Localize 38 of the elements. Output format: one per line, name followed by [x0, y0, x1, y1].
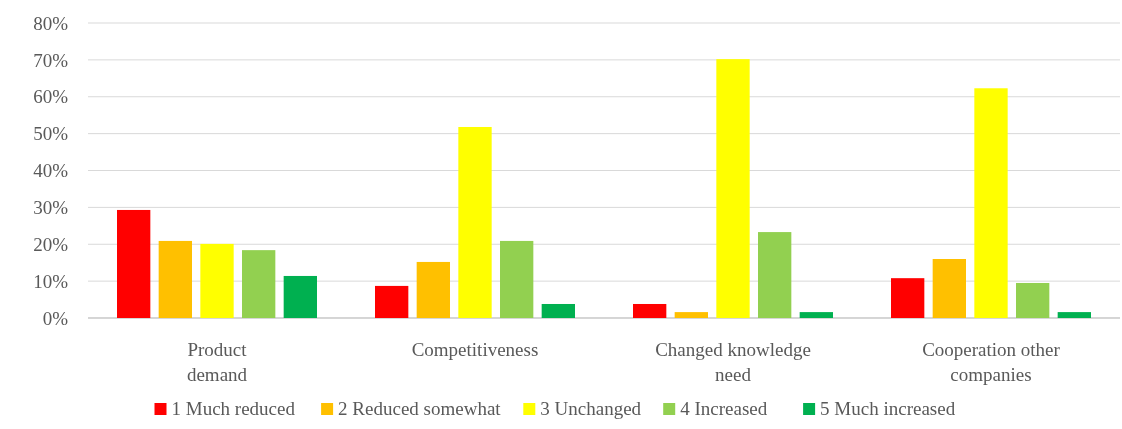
x-tick-label: Competitiveness — [411, 339, 539, 360]
bar — [1016, 282, 1050, 318]
bar — [674, 312, 708, 318]
x-tick-label: Changed knowledge need — [655, 339, 811, 385]
y-tick-label: 70% — [33, 49, 69, 71]
y-tick-label: 10% — [33, 270, 69, 292]
y-tick-label: 50% — [33, 123, 69, 145]
bar — [1057, 312, 1091, 318]
bar — [716, 59, 750, 318]
y-tick-label: 0% — [42, 307, 69, 329]
y-tick-label: 30% — [33, 197, 69, 219]
bar — [117, 209, 151, 318]
bar — [283, 275, 317, 318]
bar — [799, 312, 833, 318]
legend-label: 1 Much reduced — [171, 398, 296, 419]
bar — [375, 285, 409, 318]
bar — [932, 259, 966, 318]
x-tick-label: Cooperation other companies — [922, 339, 1061, 385]
bar — [891, 278, 925, 318]
y-tick-label: 40% — [33, 160, 69, 182]
bar — [158, 240, 192, 318]
y-tick-label: 20% — [33, 233, 69, 255]
bar — [541, 303, 575, 318]
y-tick-label: 60% — [33, 86, 69, 108]
bar — [458, 126, 492, 318]
bar — [974, 88, 1008, 318]
bar — [758, 232, 792, 318]
bar — [633, 303, 667, 318]
legend-label: 2 Reduced somewhat — [338, 398, 502, 419]
bar — [500, 240, 534, 318]
legend-label: 5 Much increased — [820, 398, 956, 419]
x-tick-label: Product demand — [186, 339, 248, 385]
bar — [242, 250, 276, 318]
legend-label: 3 Unchanged — [540, 398, 642, 419]
y-tick-label: 80% — [33, 12, 69, 34]
bar — [416, 261, 450, 318]
bar — [200, 243, 234, 318]
legend-label: 4 Increased — [680, 398, 768, 419]
